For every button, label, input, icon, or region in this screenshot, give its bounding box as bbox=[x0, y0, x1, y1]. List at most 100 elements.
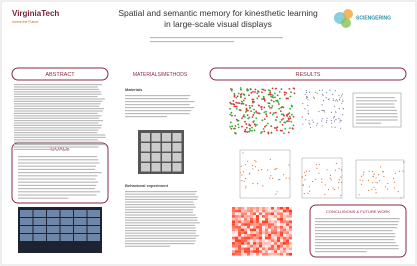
heatmap-cell bbox=[262, 231, 265, 234]
heatmap-cell bbox=[286, 248, 289, 251]
heatmap-cell bbox=[232, 248, 235, 251]
decor-dot bbox=[252, 101, 254, 103]
decor-dot bbox=[376, 192, 377, 193]
decor-dot bbox=[286, 97, 288, 99]
heatmap-cell bbox=[235, 218, 238, 221]
decor-dot bbox=[261, 131, 263, 133]
heatmap-cell bbox=[247, 212, 250, 215]
text-line bbox=[125, 110, 191, 111]
decor-dot bbox=[383, 171, 384, 172]
heatmap-cell bbox=[274, 231, 277, 234]
decor-dot bbox=[269, 107, 271, 109]
decor-dot bbox=[336, 99, 337, 100]
text-line bbox=[14, 98, 105, 99]
decor-dot bbox=[281, 106, 283, 108]
heatmap-cell bbox=[247, 207, 250, 210]
decor-dot bbox=[302, 103, 303, 104]
text-line bbox=[14, 137, 106, 138]
heatmap-cell bbox=[241, 237, 244, 240]
stimulus-tile bbox=[152, 133, 161, 142]
decor-dot bbox=[307, 97, 308, 98]
heatmap-cell bbox=[247, 248, 250, 251]
text-line bbox=[125, 201, 194, 202]
heatmap-cell bbox=[265, 218, 268, 221]
decor-dot bbox=[285, 92, 287, 94]
text-line bbox=[150, 37, 283, 38]
heatmap-cell bbox=[259, 250, 262, 253]
decor-dot bbox=[331, 123, 332, 124]
heatmap-cell bbox=[244, 245, 247, 248]
heatmap-cell bbox=[247, 242, 250, 245]
heatmap-cell bbox=[238, 245, 241, 248]
heatmap-cell bbox=[250, 229, 253, 232]
text-line bbox=[18, 156, 97, 157]
decor-dot bbox=[272, 105, 274, 107]
heatmap-cell bbox=[232, 250, 235, 253]
text-line bbox=[125, 227, 196, 228]
section-title: CONCLUSIONS & FUTURE WORK bbox=[326, 209, 390, 214]
heatmap-cell bbox=[280, 229, 283, 232]
display-tile bbox=[34, 226, 47, 233]
decor-dot bbox=[331, 179, 332, 180]
decor-dot bbox=[335, 90, 336, 91]
decor-dot bbox=[261, 169, 262, 170]
heatmap-cell bbox=[289, 210, 292, 213]
heatmap-cell bbox=[253, 239, 256, 242]
decor-dot bbox=[394, 182, 395, 183]
text-line bbox=[18, 182, 98, 183]
text-line bbox=[18, 175, 97, 176]
display-tile bbox=[47, 226, 60, 233]
decor-dot bbox=[261, 108, 263, 110]
heatmap-cell bbox=[256, 237, 259, 240]
decor-dot bbox=[321, 178, 322, 179]
heatmap-cell bbox=[262, 242, 265, 245]
heatmap-cell bbox=[244, 242, 247, 245]
heatmap-cell bbox=[253, 248, 256, 251]
heatmap-cell bbox=[253, 231, 256, 234]
text-line bbox=[14, 118, 99, 119]
subheading: Behavioral experiment bbox=[125, 183, 169, 188]
text-line bbox=[125, 243, 194, 244]
display-tile bbox=[34, 210, 47, 217]
heatmap-cell bbox=[283, 250, 286, 253]
heatmap-cell bbox=[283, 207, 286, 210]
heatmap-cell bbox=[265, 234, 268, 237]
decor-dot bbox=[248, 124, 250, 126]
heatmap-cell bbox=[238, 221, 241, 224]
heatmap-cell bbox=[244, 253, 247, 256]
decor-dot bbox=[329, 90, 330, 91]
decor-dot bbox=[263, 111, 265, 113]
decor-dot bbox=[337, 101, 338, 102]
decor-dot bbox=[229, 126, 231, 128]
heatmap-cell bbox=[268, 221, 271, 224]
heatmap-cell bbox=[256, 234, 259, 237]
decor-dot bbox=[317, 123, 318, 124]
heatmap-cell bbox=[274, 237, 277, 240]
decor-dot bbox=[289, 116, 291, 118]
heatmap-cell bbox=[232, 218, 235, 221]
decor-dot bbox=[400, 197, 401, 198]
heatmap-cell bbox=[250, 223, 253, 226]
decor-dot bbox=[339, 121, 340, 122]
decor-dot bbox=[372, 171, 373, 172]
text-line bbox=[14, 113, 98, 114]
heatmap-cell bbox=[265, 212, 268, 215]
decor-dot bbox=[322, 90, 323, 91]
decor-dot bbox=[272, 87, 274, 89]
decor-dot bbox=[306, 90, 307, 91]
decor-dot bbox=[338, 118, 339, 119]
text-line bbox=[125, 191, 197, 192]
decor-dot bbox=[313, 97, 314, 98]
decor-dot bbox=[241, 93, 243, 95]
heatmap-cell bbox=[259, 212, 262, 215]
heatmap-cell bbox=[277, 245, 280, 248]
heatmap-cell bbox=[268, 253, 271, 256]
heatmap-cell bbox=[265, 248, 268, 251]
text-line bbox=[315, 218, 400, 219]
stimulus-tile bbox=[173, 163, 182, 172]
decor-dot bbox=[334, 116, 335, 117]
heatmap-cell bbox=[289, 229, 292, 232]
decor-dot bbox=[268, 133, 270, 135]
decor-dot bbox=[293, 116, 295, 118]
decor-dot bbox=[283, 174, 284, 175]
